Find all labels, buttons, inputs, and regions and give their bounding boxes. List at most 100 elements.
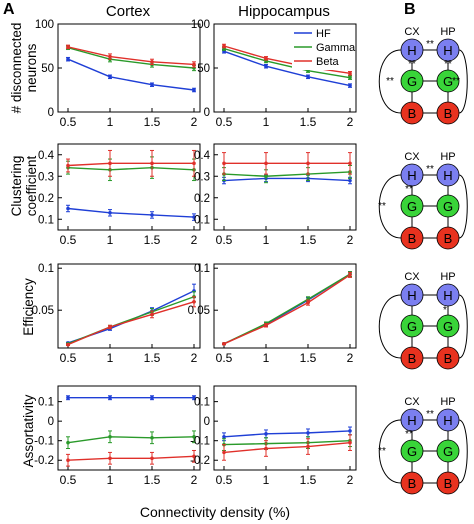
node-b (400, 346, 424, 370)
x-tick-label: 0.5 (216, 351, 233, 365)
chart-1-cortex: 0.1 0.2 0.3 0.4 0.5 1 1.5 2 (38, 143, 201, 247)
node-label-g: G (443, 444, 453, 459)
series-beta (66, 296, 196, 347)
data-point (150, 435, 154, 440)
series-line-gamma (223, 47, 351, 79)
node-h (400, 163, 424, 187)
data-point (264, 174, 268, 179)
y-tick-label: 0.1 (194, 397, 210, 409)
series-line-hf (223, 430, 351, 438)
edge-arc-right (458, 49, 468, 114)
column-title-hippocampus: Hippocampus (238, 3, 330, 20)
x-axis-label: Connectivity density (%) (140, 504, 290, 520)
data-point (348, 75, 352, 80)
legend-label-beta: Beta (316, 56, 340, 68)
data-point (150, 213, 154, 217)
network-diagram-2: CX HP H H G G B B ** ** ** (378, 151, 468, 250)
data-point (348, 161, 352, 166)
network-diagram-1: CX HPH HG GB B**** **** ** (378, 26, 468, 125)
row-label-efficiency: Efficiency (21, 278, 36, 336)
node-g (400, 69, 424, 93)
data-point (264, 64, 268, 69)
series-line-gamma (223, 171, 351, 177)
node-h (400, 408, 424, 432)
node-label-g: G (407, 444, 417, 459)
x-tick-label: 1 (107, 233, 114, 247)
data-point (192, 88, 196, 92)
y-tick-label: 100 (35, 19, 54, 31)
edge-arc-left (378, 419, 402, 484)
data-point (108, 54, 112, 59)
series-beta (222, 271, 352, 346)
node-h (400, 283, 424, 307)
data-point (66, 163, 70, 168)
series-hf (66, 395, 196, 401)
series-line-gamma (223, 273, 351, 345)
x-tick-label: 0.5 (216, 233, 233, 247)
row-label-disconnected: # disconnected neurons (9, 23, 39, 114)
data-point (192, 395, 196, 400)
significance-annotation: ** (378, 446, 386, 457)
plot-frame (57, 23, 201, 113)
x-tick-label: 1.5 (144, 115, 161, 129)
data-point (264, 446, 268, 451)
node-label-g: G (443, 319, 453, 334)
significance-annotation: * (443, 305, 447, 316)
node-label-b: B (444, 106, 453, 121)
data-point (192, 215, 196, 219)
row-label-clustering-line2: coefficient (24, 155, 39, 216)
x-tick-label: 1.5 (300, 351, 317, 365)
series-line-hf (67, 58, 195, 91)
node-label-g: G (407, 199, 417, 214)
y-tick-label: 0.4 (38, 150, 55, 162)
series-hf (222, 426, 352, 442)
y-tick-label: 0.4 (194, 150, 211, 162)
node-label-g: G (407, 319, 417, 334)
x-tick-label: 2 (347, 233, 354, 247)
y-tick-label: 0.3 (38, 171, 54, 183)
data-point (108, 161, 112, 166)
node-g (400, 194, 424, 218)
data-point (150, 82, 154, 87)
x-tick-label: 2 (191, 351, 198, 365)
data-point (108, 75, 112, 79)
row-label-disconnected-line1: # disconnected (9, 23, 24, 114)
node-label-h: H (407, 168, 416, 183)
network-diagram-4: CX HP H H G G B B ** ** ** (378, 396, 468, 495)
node-label-b: B (408, 106, 417, 121)
significance-annotation: ** (444, 59, 452, 70)
data-point (264, 432, 268, 436)
data-point (150, 161, 154, 166)
label-hp: HP (440, 271, 455, 283)
data-point (306, 444, 310, 449)
x-tick-label: 0.5 (216, 473, 233, 487)
x-tick-label: 1.5 (144, 233, 161, 247)
significance-annotation: ** (426, 164, 434, 175)
series-hf (222, 174, 352, 185)
series-hf (222, 271, 352, 346)
x-tick-label: 1 (107, 351, 114, 365)
data-point (222, 161, 226, 166)
node-label-b: B (444, 231, 453, 246)
series-beta (66, 149, 196, 177)
series-line-beta (223, 45, 351, 74)
significance-annotation: ** (386, 76, 394, 87)
node-h (436, 283, 460, 307)
x-tick-label: 2 (347, 115, 354, 129)
series-hf (66, 204, 196, 221)
node-label-h: H (407, 288, 416, 303)
data-point (264, 56, 268, 61)
x-tick-label: 1.5 (144, 351, 161, 365)
y-tick-label: 50 (41, 63, 54, 75)
series-line-beta (223, 274, 351, 345)
data-point (66, 395, 70, 400)
x-tick-label: 2 (191, 473, 198, 487)
chart-0-cortex: 0 50 100 0.5 1 1.5 2 (35, 19, 201, 129)
node-g (400, 439, 424, 463)
node-b (400, 101, 424, 125)
series-beta (66, 44, 196, 68)
edge-arc-right (458, 174, 468, 239)
data-point (306, 300, 310, 305)
series-gamma (66, 156, 196, 182)
